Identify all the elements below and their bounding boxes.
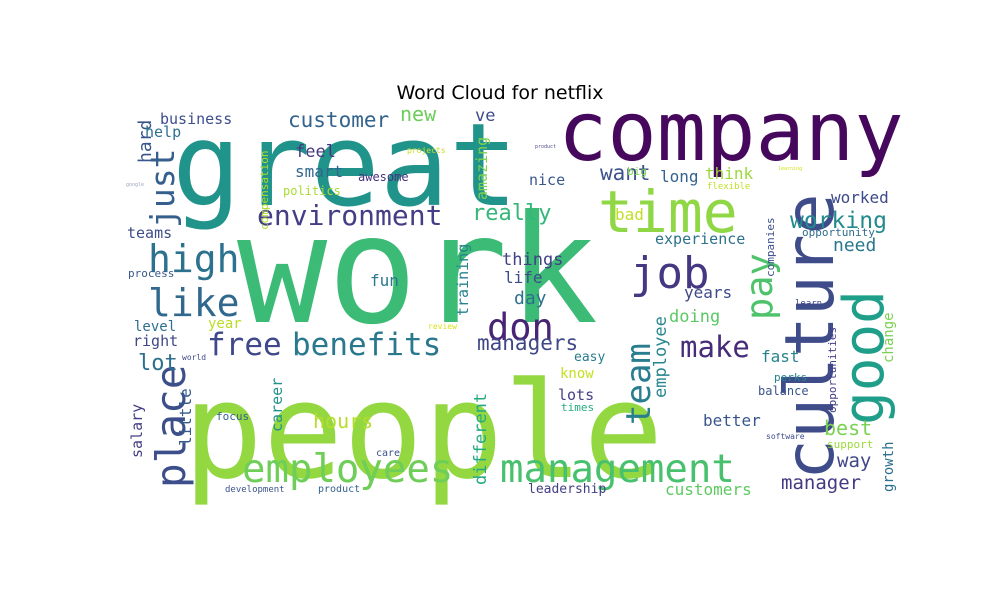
word-manager: manager (781, 472, 861, 494)
word-culture: culture (771, 193, 850, 480)
word-level: level (134, 319, 176, 335)
word-work: work (237, 184, 598, 358)
word-experience: experience (655, 230, 745, 248)
word-compensation: compensation (258, 151, 271, 230)
word-don: don (487, 306, 554, 349)
word-projects: projects (407, 146, 446, 155)
word-help: help (145, 123, 181, 141)
word-place: place (147, 365, 195, 488)
word-companies: companies (764, 217, 777, 277)
word-customers: customers (665, 480, 752, 499)
word-pay: pay (738, 253, 781, 320)
word-training: training (454, 244, 472, 316)
word-nice: nice (529, 171, 565, 189)
word-process: process (128, 267, 174, 280)
word-need: need (833, 235, 876, 256)
word-fun: fun (370, 271, 399, 290)
word-team: team (619, 343, 659, 425)
word-care: care (376, 448, 400, 459)
word-teams: teams (127, 224, 172, 242)
chart-title: Word Cloud for netflix (396, 82, 604, 104)
word-perks: perks (774, 371, 807, 384)
word-right: right (133, 332, 178, 350)
word-google: google (126, 182, 144, 188)
word-great: great (172, 99, 518, 233)
word-opportunities: opportunities (826, 327, 839, 413)
word-bad: bad (615, 205, 644, 224)
word-customer: customer (288, 108, 389, 132)
word-business: business (160, 110, 232, 128)
word-benefits: benefits (292, 327, 441, 363)
word-focus: focus (216, 410, 249, 423)
word-like: like (148, 281, 240, 325)
word-product: product (535, 144, 556, 150)
word-feel: feel (295, 142, 336, 162)
word-support: support (827, 438, 873, 451)
word-times: times (561, 401, 594, 414)
word-politics: politics (283, 184, 341, 198)
word-just: just (143, 149, 182, 228)
word-employees: employees (242, 447, 453, 492)
word-free: free (207, 327, 282, 363)
word-lots: lots (558, 386, 594, 404)
word-years: years (684, 283, 732, 302)
word-review: review (428, 322, 457, 331)
word-balance: balance (758, 384, 809, 398)
word-big: big (627, 165, 647, 178)
word-learn: learn (795, 299, 822, 309)
word-life: life (504, 268, 543, 287)
word-know: know (560, 366, 594, 382)
word-change: change (881, 312, 897, 363)
word-think: think (705, 164, 754, 183)
word-worked: worked (831, 188, 889, 207)
word-little: little (176, 388, 195, 446)
word-people: people (183, 355, 663, 509)
word-working: working (790, 208, 887, 234)
word-year: year (208, 316, 242, 332)
word-things: things (502, 250, 563, 270)
word-different: different (471, 393, 491, 485)
word-time: time (598, 178, 738, 246)
word-long: long (660, 167, 699, 186)
word-growth: growth (881, 441, 897, 492)
word-hours: hours (313, 409, 373, 433)
word-management: management (500, 447, 735, 492)
word-job: job (630, 248, 709, 299)
word-software: software (766, 432, 805, 441)
word-development: development (225, 485, 285, 495)
word-ve: ve (475, 106, 495, 126)
word-managers: managers (477, 331, 578, 355)
word-best: best (824, 416, 872, 440)
word-way: way (837, 450, 871, 472)
word-good: good (832, 290, 897, 425)
word-lot: lot (138, 351, 178, 376)
word-better: better (703, 411, 761, 430)
word-salary: salary (128, 404, 146, 458)
word-high: high (148, 237, 240, 281)
word-hard: hard (135, 120, 156, 163)
word-want: want (600, 161, 651, 185)
word-leadership: leadership (528, 482, 606, 497)
word-flexible: flexible (707, 182, 750, 192)
word-amazing: amazing (473, 137, 491, 200)
word-career: career (268, 378, 286, 432)
word-learning: learning (778, 166, 802, 172)
word-really: really (472, 201, 551, 226)
word-product: product (318, 484, 360, 495)
word-environment: environment (257, 199, 442, 232)
word-doing: doing (669, 307, 720, 327)
word-make: make (680, 330, 750, 364)
word-smart: smart (295, 162, 343, 181)
word-awesome: awesome (358, 170, 409, 184)
word-employee: employee (651, 316, 671, 398)
word-easy: easy (574, 350, 605, 365)
word-opportunity: opportunity (802, 226, 875, 239)
word-fast: fast (761, 347, 800, 366)
word-day: day (514, 288, 547, 309)
word-new: new (400, 102, 437, 126)
word-company: company (558, 85, 904, 180)
word-world: world (182, 353, 206, 362)
